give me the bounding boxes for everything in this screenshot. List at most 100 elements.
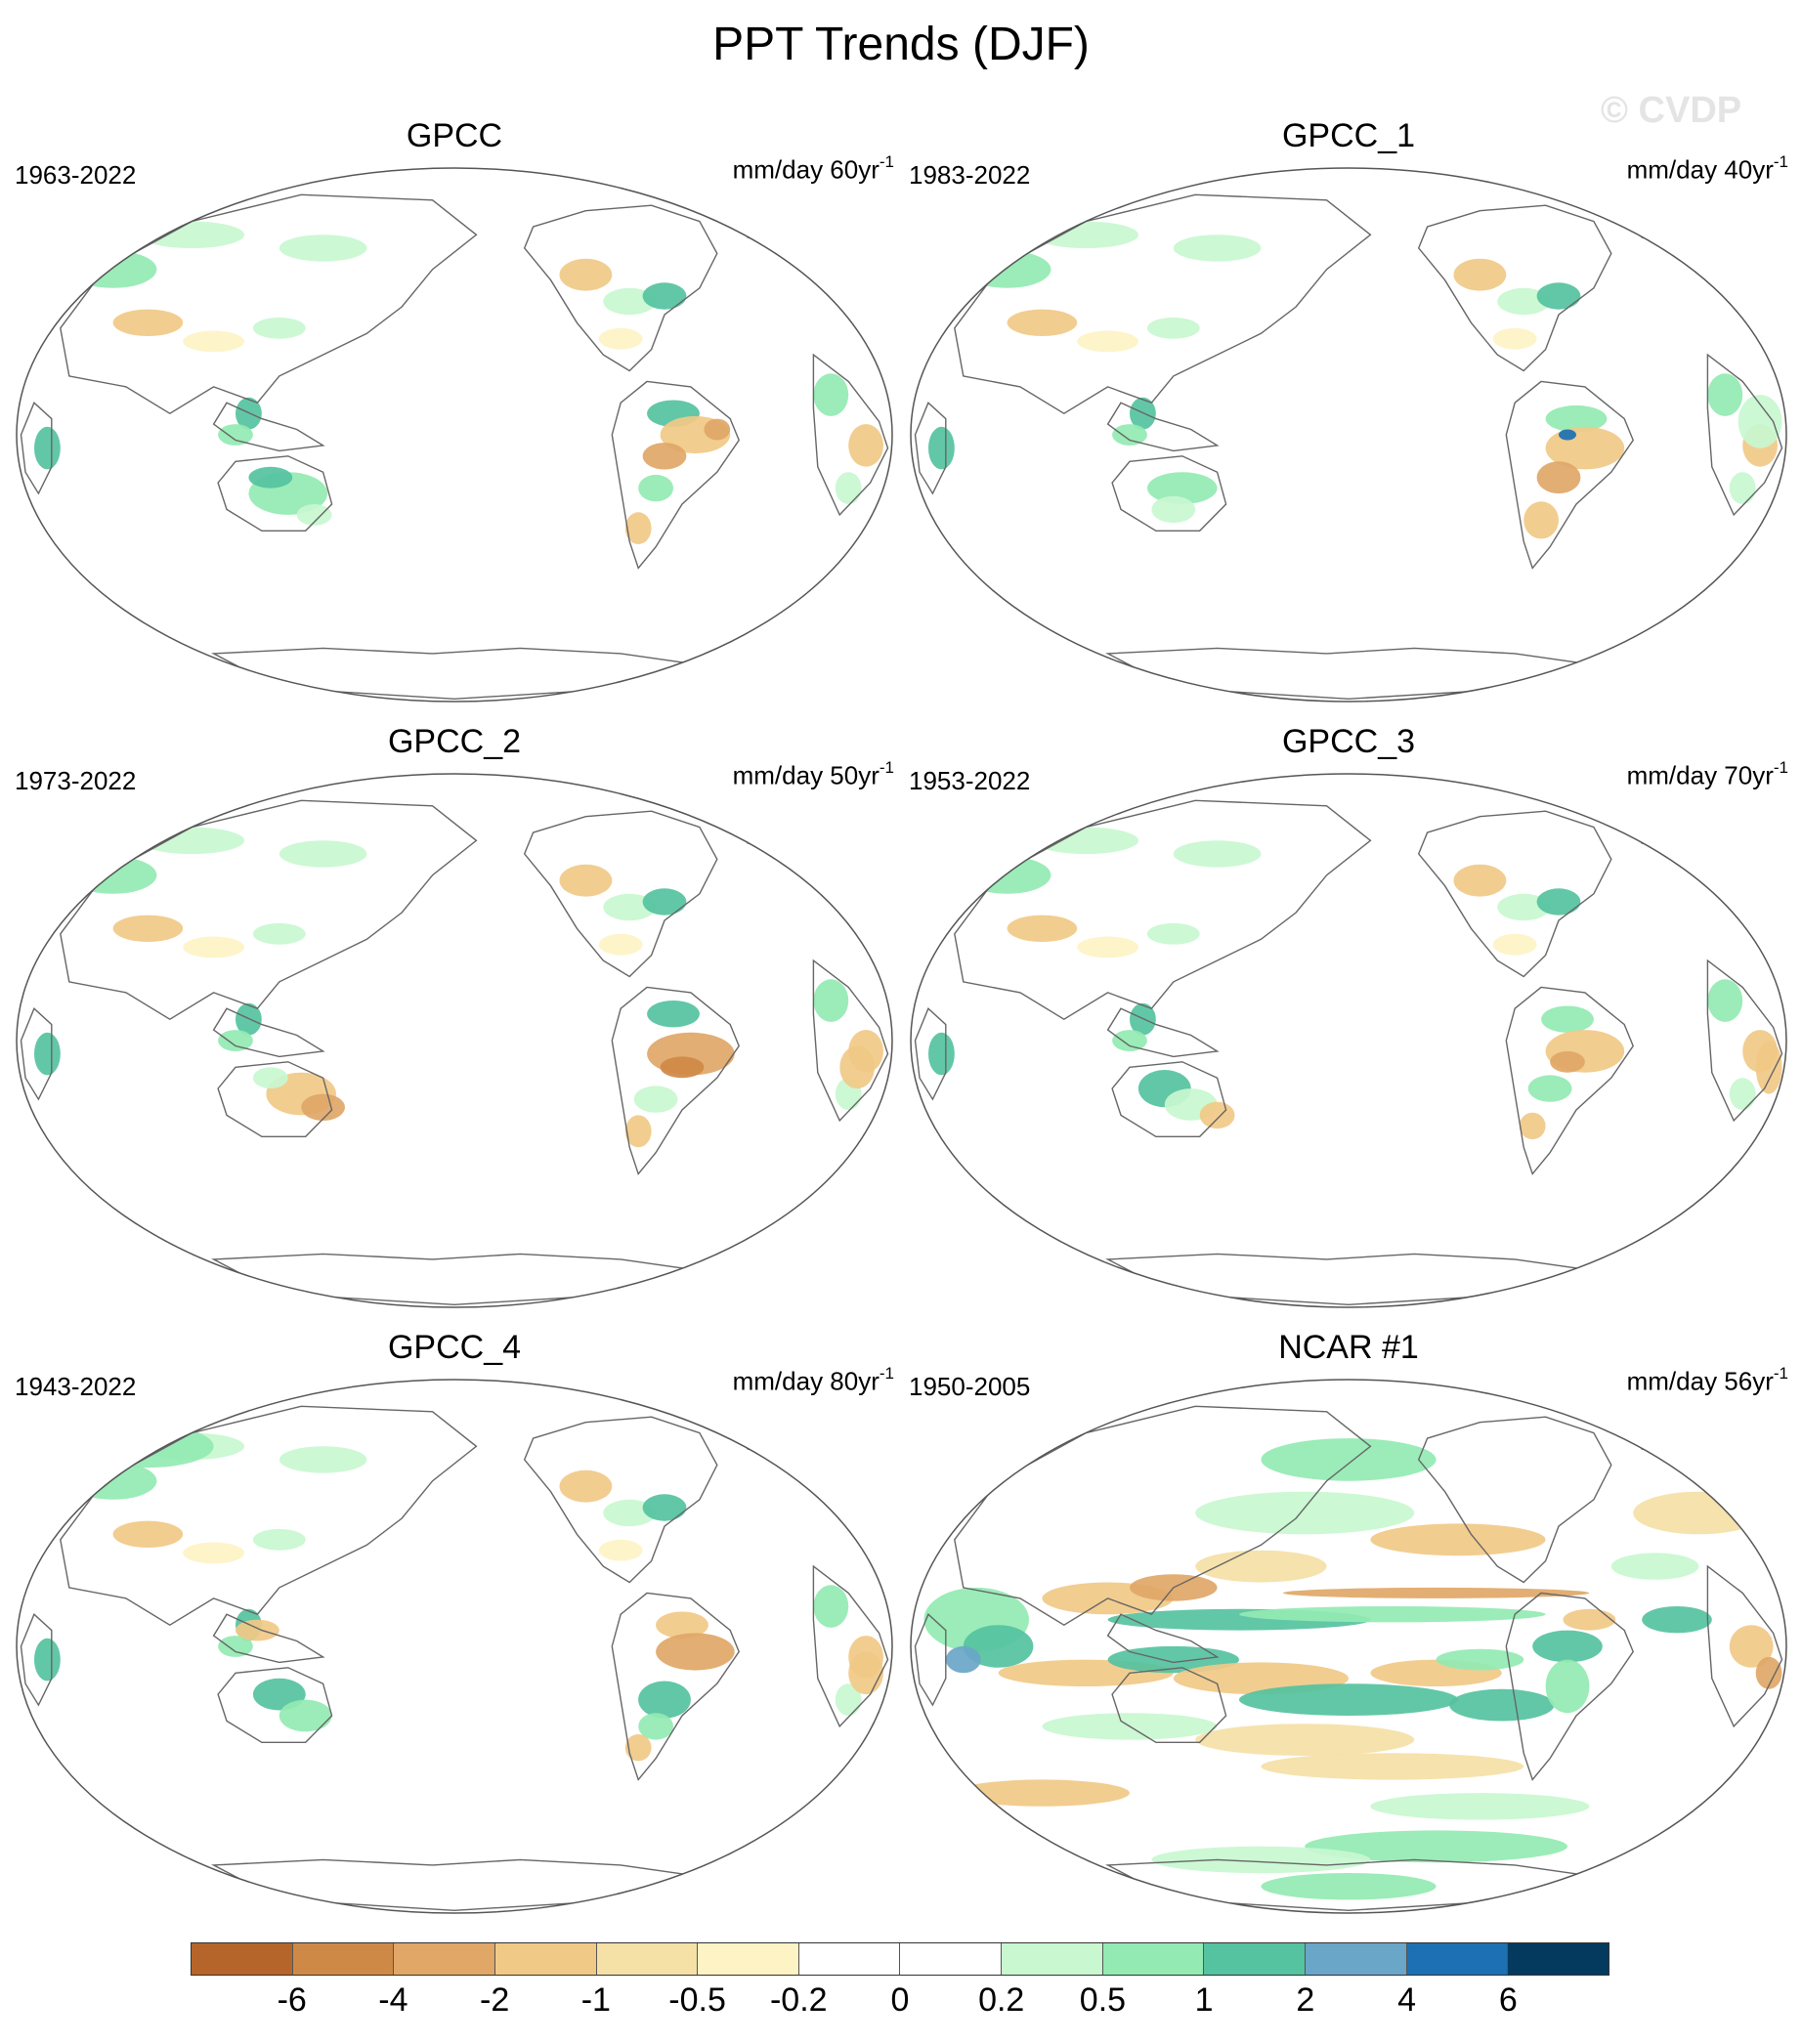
trend-blob: [1497, 287, 1551, 316]
trend-blob: [279, 840, 367, 868]
trend-blob: [1642, 1606, 1712, 1634]
coastline-australia: [1111, 1667, 1227, 1743]
trend-blob: [279, 1446, 367, 1473]
trend-blob: [1523, 501, 1559, 539]
coastline-australia: [1111, 1061, 1227, 1137]
coastline-southAmerica: [1505, 1592, 1634, 1781]
trend-blob: [1370, 1523, 1546, 1556]
map-panel: GPCC_4 1943-2022 mm/day 80yr-1: [15, 1329, 894, 1915]
coastline-africaWest: [914, 402, 947, 495]
trend-blob: [642, 1494, 687, 1521]
coastline-africaEast: [812, 958, 889, 1123]
trend-blob: [252, 1528, 306, 1551]
trend-blob: [739, 794, 783, 833]
trend-blob: [1563, 1608, 1616, 1631]
trend-blob: [642, 443, 687, 470]
trend-blob: [1239, 1683, 1458, 1716]
trend-blob: [1195, 1550, 1327, 1583]
trend-blob: [1729, 1078, 1756, 1110]
trend-blob: [848, 424, 883, 467]
trend-blob: [598, 327, 643, 350]
trend-blob: [1151, 495, 1196, 524]
coastline-africaEast: [1706, 353, 1783, 517]
trend-blob: [660, 1056, 705, 1079]
colorbar-swatch: [900, 1943, 1003, 1975]
colorbar-tick-label: -0.5: [668, 1981, 726, 2019]
coastline-eurasia: [60, 193, 478, 415]
panel-period: 1973-2022: [15, 766, 137, 795]
trend-blob: [642, 888, 687, 916]
panel-title: GPCC: [406, 117, 503, 154]
trend-blob: [1146, 922, 1200, 945]
map-panel: GPCC_3 1953-2022 mm/day 70yr-1: [909, 723, 1788, 1309]
panel-title: GPCC_3: [1281, 723, 1416, 760]
colorbar-tick-label: 0: [890, 1981, 910, 2019]
trend-field: [911, 1380, 1786, 1913]
trend-blob: [252, 317, 306, 339]
trend-blob: [68, 250, 157, 288]
map-svg: [16, 773, 893, 1308]
panel-units: mm/day 60yr-1: [733, 152, 894, 186]
trend-blob: [1519, 1112, 1546, 1140]
panel-title: GPCC_2: [387, 723, 522, 760]
trend-blob: [34, 1638, 61, 1682]
colorbar-swatch: [698, 1943, 799, 1975]
panel-units-text: mm/day 70yr: [1626, 760, 1774, 790]
trend-blob: [1282, 1587, 1590, 1598]
coastline-africaWest: [914, 1007, 947, 1101]
coastline-africaEast: [1706, 1564, 1783, 1728]
trend-field: [17, 774, 892, 1307]
coastline-eurasia: [954, 1405, 1372, 1627]
map-svg: [910, 1379, 1787, 1914]
trend-blob: [1545, 405, 1608, 433]
trend-blob: [813, 1585, 849, 1628]
coastline-southAmerica: [1505, 380, 1634, 570]
panel-title: GPCC_4: [387, 1329, 522, 1366]
colorbar-swatch: [494, 1943, 597, 1975]
trend-blob: [656, 1611, 708, 1639]
colorbar: [191, 1942, 1609, 1976]
coastline-africaEast: [812, 353, 889, 517]
trend-blob: [1449, 1688, 1555, 1722]
colorbar-tick-label: -6: [277, 1981, 307, 2019]
trend-blob: [236, 1619, 279, 1641]
coastline-maritime: [1106, 1613, 1220, 1664]
trend-blob: [603, 287, 657, 316]
map-panel: GPCC_2 1973-2022 mm/day 50yr-1: [15, 723, 894, 1309]
trend-blob: [1492, 933, 1537, 956]
colorbar-tick-label: -0.2: [769, 1981, 828, 2019]
trend-blob: [1370, 1793, 1590, 1820]
panel-units-text: mm/day 80yr: [732, 1366, 880, 1396]
trend-blob: [1707, 373, 1743, 416]
trend-blob: [1536, 282, 1581, 310]
trend-blob: [1532, 1630, 1603, 1663]
trend-blob: [296, 504, 332, 526]
trend-blob: [218, 424, 253, 446]
map-svg: [16, 167, 893, 703]
coastline-maritime: [1106, 402, 1220, 452]
panel-units-exponent: -1: [879, 152, 894, 171]
trend-blob: [704, 418, 731, 441]
panel-units-exponent: -1: [879, 758, 894, 777]
coastline-maritime: [212, 1007, 325, 1058]
trend-blob: [1261, 1438, 1437, 1481]
colorbar-swatch: [192, 1943, 293, 1975]
coastline-africaWest: [20, 1613, 53, 1707]
trend-blob: [603, 1499, 657, 1527]
trend-blob: [1077, 330, 1138, 353]
trend-blob: [1738, 395, 1782, 448]
panel-units: mm/day 56yr-1: [1627, 1364, 1788, 1397]
trend-blob: [1453, 864, 1507, 897]
trend-blob: [1173, 234, 1262, 262]
trend-blob: [559, 864, 613, 897]
colorbar-swatch: [1406, 1943, 1509, 1975]
coastline-southAmerica: [611, 380, 740, 570]
trend-blob: [945, 1645, 981, 1674]
trend-blob: [1077, 936, 1138, 958]
coastline-antarctica: [211, 1858, 696, 1912]
trend-blob: [598, 1539, 643, 1561]
coastline-australia: [217, 455, 333, 532]
trend-blob: [1112, 424, 1147, 446]
coastline-australia: [1111, 455, 1227, 532]
coastline-africaEast: [812, 1564, 889, 1728]
